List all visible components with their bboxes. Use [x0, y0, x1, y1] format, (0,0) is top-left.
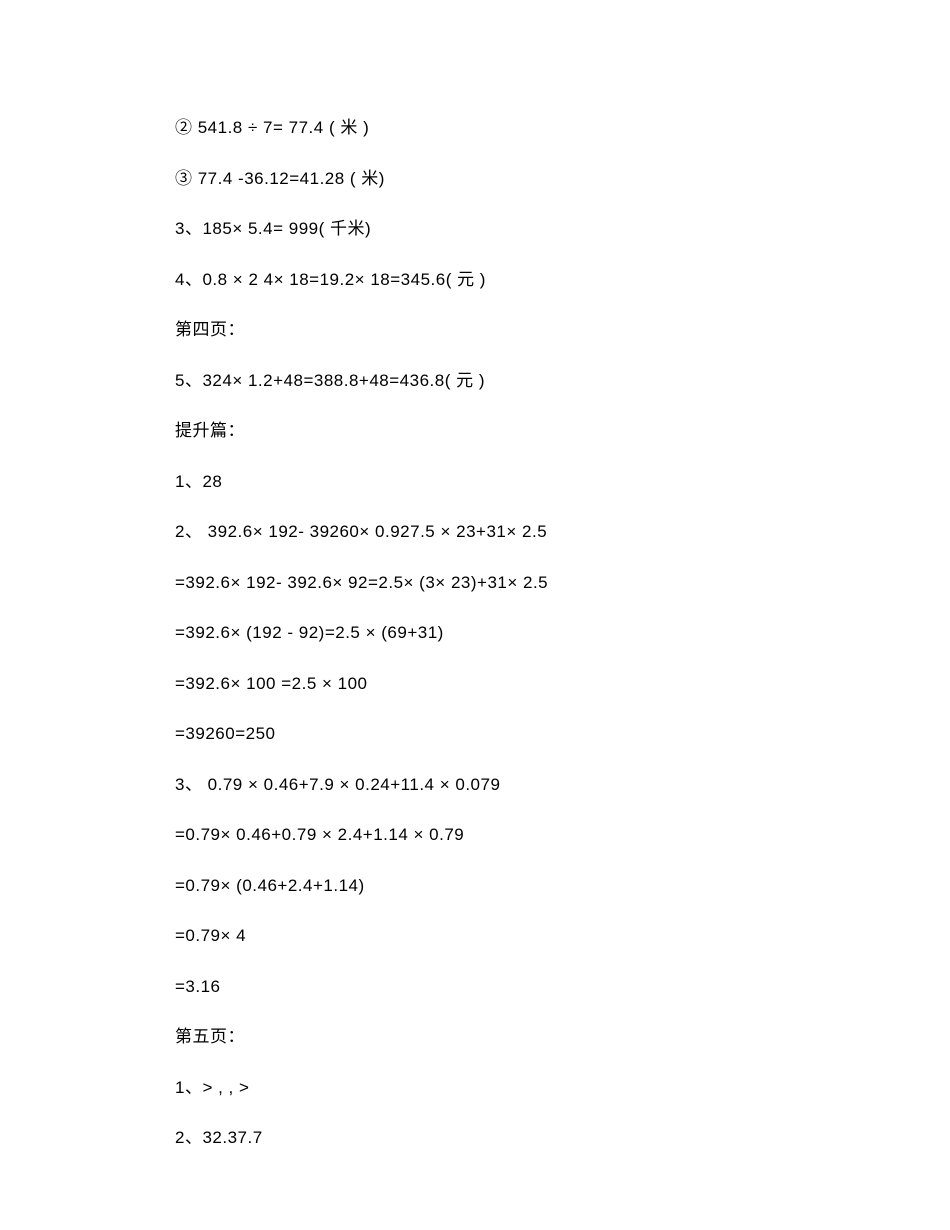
math-line: 4、0.8 × 2 4× 18=19.2× 18=345.6( 元 )	[175, 267, 775, 293]
math-line: =0.79× (0.46+2.4+1.14)	[175, 873, 775, 899]
math-line: 3、 0.79 × 0.46+7.9 × 0.24+11.4 × 0.079	[175, 772, 775, 798]
math-line: ③ 77.4 -36.12=41.28 ( 米)	[175, 166, 775, 192]
math-line: 2、32.37.7	[175, 1125, 775, 1151]
math-line: =392.6× 192- 392.6× 92=2.5× (3× 23)+31× …	[175, 570, 775, 596]
section-heading: 第四页：	[175, 317, 775, 343]
math-line: =392.6× (192 - 92)=2.5 × (69+31)	[175, 620, 775, 646]
math-line: 3、185× 5.4= 999( 千米)	[175, 216, 775, 242]
math-line: 2、 392.6× 192- 39260× 0.927.5 × 23+31× 2…	[175, 519, 775, 545]
math-line: =3.16	[175, 974, 775, 1000]
math-line: =0.79× 0.46+0.79 × 2.4+1.14 × 0.79	[175, 822, 775, 848]
math-line: 5、324× 1.2+48=388.8+48=436.8( 元 )	[175, 368, 775, 394]
math-line: 1、> , , >	[175, 1075, 775, 1101]
math-line: =39260=250	[175, 721, 775, 747]
math-line: 1、28	[175, 469, 775, 495]
section-heading: 提升篇：	[175, 418, 775, 444]
math-line: =392.6× 100 =2.5 × 100	[175, 671, 775, 697]
math-line: =0.79× 4	[175, 923, 775, 949]
math-line: ② 541.8 ÷ 7= 77.4 ( 米 )	[175, 115, 775, 141]
section-heading: 第五页：	[175, 1024, 775, 1050]
